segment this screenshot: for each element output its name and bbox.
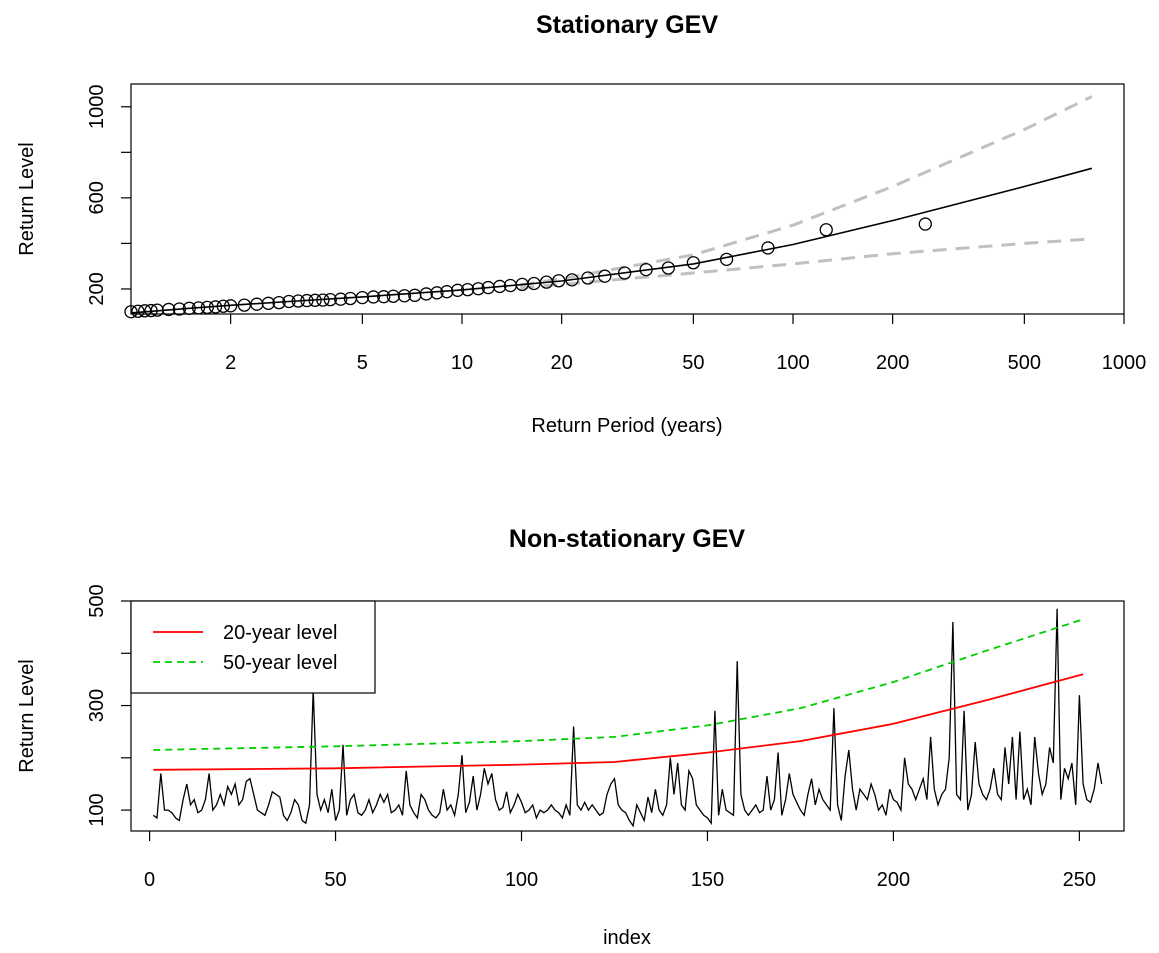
bottom-x-tick-label: 100 <box>505 869 538 891</box>
top-y-tick-label: 1000 <box>86 85 108 130</box>
top-x-tick-label: 100 <box>776 352 809 374</box>
empirical-return-level-point <box>300 293 314 308</box>
empirical-return-level-point <box>918 217 932 231</box>
empirical-return-level-point <box>719 252 734 266</box>
empirical-return-level-point <box>419 287 433 301</box>
empirical-return-level-point <box>581 271 595 285</box>
nonstationary-panel: Non-stationary GEV 0 50 100 150 200 250 100 30… <box>16 525 1125 949</box>
empirical-return-level-point <box>223 299 238 313</box>
top-plot-frame <box>130 83 1125 315</box>
empirical-return-level-point <box>308 293 322 307</box>
empirical-return-level-point <box>162 302 176 317</box>
empirical-return-level-point <box>450 283 465 297</box>
bottom-x-tick-label: 250 <box>1063 869 1096 891</box>
legend-label-50-year: 50-year level <box>223 652 338 674</box>
empirical-return-level-point <box>761 241 775 255</box>
lower-confidence-bound-line <box>520 237 1092 290</box>
empirical-return-level-point <box>661 261 675 275</box>
empirical-return-level-point <box>172 302 187 316</box>
top-x-tick-label: 2 <box>225 352 236 374</box>
empirical-return-level-point <box>124 305 138 319</box>
bottom-plot-frame <box>130 600 1125 832</box>
bottom-plot-area <box>152 608 1103 828</box>
level-20-year-line <box>153 673 1084 771</box>
empirical-return-level-point <box>191 301 206 315</box>
bottom-chart-title: Non-stationary GEV <box>509 525 745 553</box>
top-x-axis: 2 5 10 20 50 100 200 500 1000 <box>225 314 1146 374</box>
empirical-return-level-point <box>493 279 507 294</box>
empirical-return-level-point <box>377 290 391 304</box>
top-x-tick-label: 10 <box>451 352 473 374</box>
top-x-tick-label: 500 <box>1008 352 1041 374</box>
level-50-year-line <box>153 618 1084 751</box>
top-x-axis-label: Return Period (years) <box>531 415 722 437</box>
bottom-x-axis: 0 50 100 150 200 250 <box>144 831 1096 891</box>
empirical-return-level-point <box>366 290 381 304</box>
empirical-return-level-point <box>291 294 305 308</box>
top-x-tick-label: 20 <box>551 352 573 374</box>
top-y-tick-label: 200 <box>86 272 108 305</box>
empirical-return-level-point <box>819 223 833 237</box>
legend-label-20-year: 20-year level <box>223 622 338 644</box>
top-y-axis-label: Return Level <box>16 142 38 255</box>
empirical-return-level-point <box>323 293 337 307</box>
empirical-return-level-point <box>440 285 454 299</box>
top-plot-area <box>124 95 1093 319</box>
empirical-return-level-point <box>144 303 158 318</box>
empirical-return-level-point <box>598 269 612 283</box>
top-x-tick-label: 5 <box>357 352 368 374</box>
empirical-return-level-point <box>430 286 444 300</box>
empirical-return-level-point <box>200 300 214 315</box>
empirical-return-level-point <box>355 290 370 305</box>
empirical-return-level-point <box>208 300 223 314</box>
top-y-axis: 200 600 1000 <box>86 85 131 306</box>
legend-box <box>130 600 376 694</box>
fitted-return-level-line <box>130 167 1093 314</box>
upper-confidence-bound-line <box>520 95 1093 287</box>
empirical-return-level-point <box>131 304 145 318</box>
empirical-return-level-point <box>386 289 400 303</box>
bottom-x-tick-label: 50 <box>324 869 346 891</box>
empirical-return-level-point <box>282 294 296 309</box>
empirical-return-level-point <box>617 266 632 280</box>
empirical-return-level-point <box>316 293 330 307</box>
empirical-return-level-point <box>471 282 485 296</box>
bottom-x-tick-label: 0 <box>144 869 155 891</box>
stationary-panel: Stationary GEV 2 5 10 20 50 100 200 500 1000 200… <box>16 11 1146 437</box>
bottom-y-tick-label: 100 <box>86 793 108 826</box>
empirical-return-level-point <box>565 273 579 287</box>
empirical-return-level-point <box>460 282 475 297</box>
empirical-return-level-point <box>334 292 348 306</box>
bottom-x-axis-label: index <box>603 927 651 949</box>
empirical-return-level-point <box>397 289 412 303</box>
top-x-tick-label: 200 <box>876 352 909 374</box>
top-chart-title: Stationary GEV <box>536 11 718 39</box>
empirical-return-level-point <box>552 274 566 288</box>
top-x-tick-label: 50 <box>682 352 704 374</box>
empirical-return-level-point <box>261 296 276 310</box>
top-y-tick-label: 600 <box>86 181 108 214</box>
bottom-y-tick-label: 500 <box>86 584 108 617</box>
empirical-return-level-point <box>272 295 286 310</box>
bottom-x-tick-label: 200 <box>877 869 910 891</box>
legend: 20-year level 50-year level <box>130 600 376 694</box>
bottom-y-axis-label: Return Level <box>16 659 38 772</box>
empirical-return-level-point <box>639 262 653 277</box>
empirical-return-level-point <box>182 301 196 315</box>
bottom-y-axis: 100 300 500 <box>86 584 131 827</box>
bottom-y-tick-label: 300 <box>86 689 108 722</box>
top-x-tick-label: 1000 <box>1102 352 1147 374</box>
empirical-return-level-point <box>216 299 230 313</box>
empirical-return-level-point <box>686 256 701 270</box>
bottom-x-tick-label: 150 <box>691 869 724 891</box>
